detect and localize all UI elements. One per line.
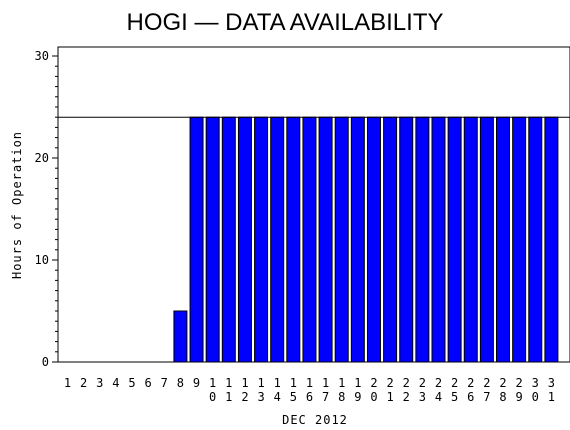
bar-day-15: [286, 116, 301, 363]
bar-day-9: [189, 116, 204, 363]
y-tick-label: 10: [35, 253, 49, 267]
bar-day-30: [528, 116, 543, 363]
bar-day-29: [512, 116, 527, 363]
bar-day-21: [383, 116, 398, 363]
bar-day-12: [237, 116, 252, 363]
bar-day-17: [318, 116, 333, 363]
bar-day-11: [221, 116, 236, 363]
x-tick-label: 9: [193, 376, 200, 390]
bar-day-24: [431, 116, 446, 363]
x-axis: 1 2 3 4 5 6 7 8 9 1 01 11 21 31 41 51 61 71 81 92 02 12 22 32 42…: [64, 376, 555, 404]
bar-day-14: [270, 116, 285, 363]
bar-day-18: [334, 116, 349, 363]
bar-day-10: [205, 116, 220, 363]
x-axis-label: DEC 2012: [282, 413, 348, 427]
bar-day-28: [496, 116, 511, 363]
y-axis: 0 10 20 30: [35, 49, 58, 369]
x-tick-label: 8: [177, 376, 184, 390]
bar-day-25: [447, 116, 462, 363]
x-tick-label: 5: [128, 376, 135, 390]
x-tick-label: 1: [64, 376, 71, 390]
bar-day-27: [479, 116, 494, 363]
y-axis-label: Hours of Operation: [10, 131, 24, 279]
bar-day-16: [302, 116, 317, 363]
x-tick-label: 7: [161, 376, 168, 390]
bar-day-23: [415, 116, 430, 363]
y-tick-label: 20: [35, 151, 49, 165]
bar-day-26: [463, 116, 478, 363]
x-tick-label: 2: [80, 376, 87, 390]
bar-day-20: [366, 116, 381, 363]
y-tick-label: 30: [35, 49, 49, 63]
x-tick-label: 6: [145, 376, 152, 390]
bar-series: [173, 116, 559, 363]
bar-day-22: [399, 116, 414, 363]
x-tick-label: 3: [96, 376, 103, 390]
chart-title: HOGI — DATA AVAILABILITY: [127, 9, 444, 36]
bar-day-8: [173, 310, 188, 363]
bar-day-31: [544, 116, 559, 363]
bar-day-13: [254, 116, 269, 363]
x-tick-label: 4: [112, 376, 119, 390]
y-tick-label: 0: [42, 355, 49, 369]
bar-day-19: [350, 116, 365, 363]
